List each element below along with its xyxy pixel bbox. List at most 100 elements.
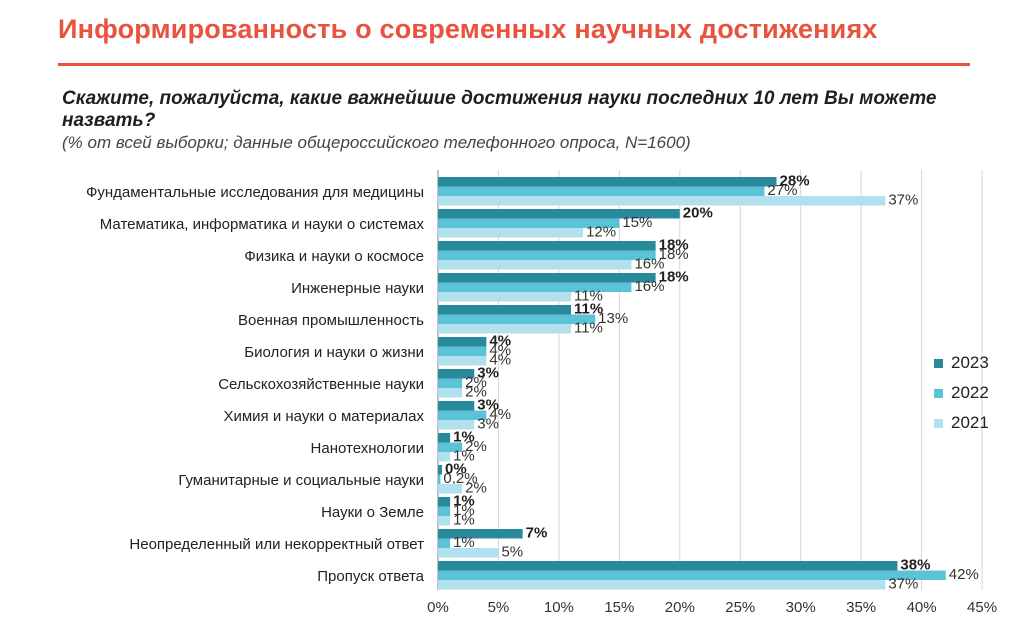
data-label-2022: 15% [622,214,652,231]
bar-2021 [438,324,571,334]
bar-2021 [438,484,463,494]
category-label: Химия и науки о материалах [223,408,424,425]
category-label: Нанотехнологии [311,440,424,457]
data-label-2022: 1% [453,534,475,551]
category-label: Фундаментальные исследования для медицин… [86,184,424,201]
bar-2023 [438,465,442,475]
category-label: Математика, информатика и науки о систем… [100,216,425,233]
bar-2023 [438,337,487,347]
data-label-2022: 4% [489,406,511,423]
bar-2021 [438,580,886,590]
legend-swatch-2023 [934,358,943,368]
bar-2022 [438,506,451,516]
legend-item-2023: 2023 [934,348,989,378]
bar-2023 [438,273,656,283]
bar-2023 [438,369,475,379]
bar-2022 [438,346,487,356]
bar-2022 [438,218,620,228]
data-label-2022: 18% [659,246,689,263]
legend-item-2021: 2021 [934,408,989,438]
bar-2022 [438,378,463,388]
x-tick-label: 45% [967,599,997,616]
category-label: Сельскохозяйственные науки [218,376,424,393]
bar-2023 [438,209,680,219]
x-tick-label: 40% [907,599,937,616]
data-label-2021: 2% [465,480,487,497]
data-label-2021: 11% [574,320,603,337]
x-tick-label: 0% [427,599,449,616]
bar-2022 [438,474,441,484]
data-label-2023: 11% [574,301,603,318]
bar-2021 [438,292,571,302]
bar-2021 [438,356,487,366]
category-label: Науки о Земле [321,504,424,521]
data-label-2021: 1% [453,512,475,529]
category-label: Пропуск ответа [317,568,424,585]
data-label-2021: 4% [489,352,511,369]
bar-2023 [438,401,475,411]
bar-2021 [438,196,886,206]
data-label-2021: 12% [586,224,616,241]
data-label-2022: 4% [489,342,511,359]
data-label-2021: 1% [453,448,475,465]
x-tick-label: 15% [604,599,634,616]
bar-2022 [438,442,463,452]
x-tick-label: 30% [786,599,816,616]
bar-2023 [438,497,451,507]
data-label-2023: 7% [526,525,548,542]
data-label-2023: 4% [489,333,511,350]
x-tick-label: 20% [665,599,695,616]
bar-2023 [438,433,451,443]
data-label-2023: 18% [659,237,689,254]
bar-2021 [438,228,584,238]
bar-2021 [438,260,632,270]
legend-item-2022: 2022 [934,378,989,408]
data-label-2022: 0,2% [443,470,477,487]
x-tick-label: 35% [846,599,876,616]
data-label-2023: 3% [477,365,499,382]
bar-2021 [438,548,499,558]
bar-2022 [438,314,596,324]
bar-2021 [438,420,475,430]
category-label: Гуманитарные и социальные науки [178,472,424,489]
data-label-2022: 1% [453,502,475,519]
bar-2023 [438,305,571,315]
bar-2021 [438,516,451,526]
bar-2022 [438,570,946,580]
bar-2023 [438,529,523,539]
x-tick-label: 5% [488,599,510,616]
data-label-2022: 16% [634,278,664,295]
sample-note: (% от всей выборки; данные общероссийско… [62,133,691,152]
bar-2022 [438,250,656,260]
data-label-2022: 13% [598,310,628,327]
bar-2022 [438,410,487,420]
legend-swatch-2021 [934,418,943,428]
legend-swatch-2022 [934,388,943,398]
category-label: Неопределенный или некорректный ответ [129,536,424,553]
x-tick-label: 10% [544,599,574,616]
bar-2021 [438,452,451,462]
data-label-2023: 38% [900,557,930,574]
page-title: Информированность о современных научных … [58,14,878,44]
legend-label-2021: 2021 [951,413,989,432]
data-label-2021: 5% [501,544,523,561]
bar-2022 [438,282,632,292]
category-label: Инженерные науки [291,280,424,297]
category-label: Физика и науки о космосе [244,248,424,265]
bar-2022 [438,538,451,548]
data-label-2023: 18% [659,269,689,286]
data-label-2021: 16% [634,256,664,273]
bar-2022 [438,186,765,196]
data-label-2023: 0% [445,461,467,478]
data-label-2023: 1% [453,493,475,510]
category-label: Биология и науки о жизни [244,344,424,361]
chart-legend: 2023 2022 2021 [934,348,989,438]
data-label-2022: 2% [465,438,487,455]
data-label-2022: 2% [465,374,487,391]
title-divider [58,63,970,66]
data-label-2021: 3% [477,416,499,433]
data-label-2022: 27% [767,182,797,199]
data-label-2023: 3% [477,397,499,414]
data-label-2021: 11% [574,288,603,305]
